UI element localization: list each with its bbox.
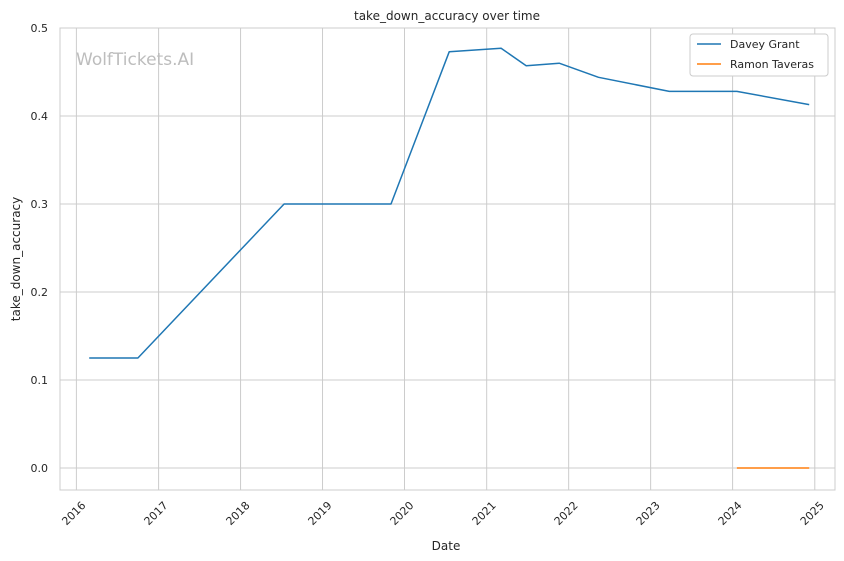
plot-area — [60, 28, 835, 490]
y-tick-labels: 0.0 0.1 0.2 0.3 0.4 0.5 — [31, 22, 49, 475]
legend: Davey Grant Ramon Taveras — [689, 33, 829, 77]
series-line — [89, 47, 810, 359]
x-tick-label: 2023 — [634, 499, 663, 528]
x-tick-labels: 2016 2017 2018 2019 2020 2021 2022 2023 2024 2025 — [59, 499, 826, 528]
y-tick-label: 0.4 — [31, 110, 49, 123]
y-tick-label: 0.5 — [31, 22, 49, 35]
x-tick-label: 2021 — [470, 499, 499, 528]
y-tick-label: 0.3 — [31, 198, 49, 211]
x-axis-label: Date — [432, 539, 461, 553]
y-tick-label: 0.1 — [31, 374, 49, 387]
x-tick-label: 2017 — [142, 499, 171, 528]
y-tick-label: 0.2 — [31, 286, 49, 299]
x-tick-label: 2020 — [388, 499, 417, 528]
legend-label: Ramon Taveras — [730, 58, 814, 71]
x-tick-label: 2025 — [798, 499, 827, 528]
plot-frame — [59, 27, 836, 491]
y-axis-label: take_down_accuracy — [9, 197, 23, 321]
x-tick-label: 2019 — [306, 499, 335, 528]
legend-box — [689, 33, 829, 77]
watermark: WolfTickets.AI — [76, 50, 194, 70]
x-tick-label: 2018 — [224, 499, 253, 528]
x-tick-label: 2024 — [716, 499, 745, 528]
x-tick-label: 2016 — [59, 499, 88, 528]
legend-label: Davey Grant — [730, 38, 800, 51]
y-tick-label: 0.0 — [31, 462, 49, 475]
series-lines — [89, 47, 810, 469]
chart-title: take_down_accuracy over time — [354, 9, 540, 23]
x-tick-label: 2022 — [552, 499, 581, 528]
